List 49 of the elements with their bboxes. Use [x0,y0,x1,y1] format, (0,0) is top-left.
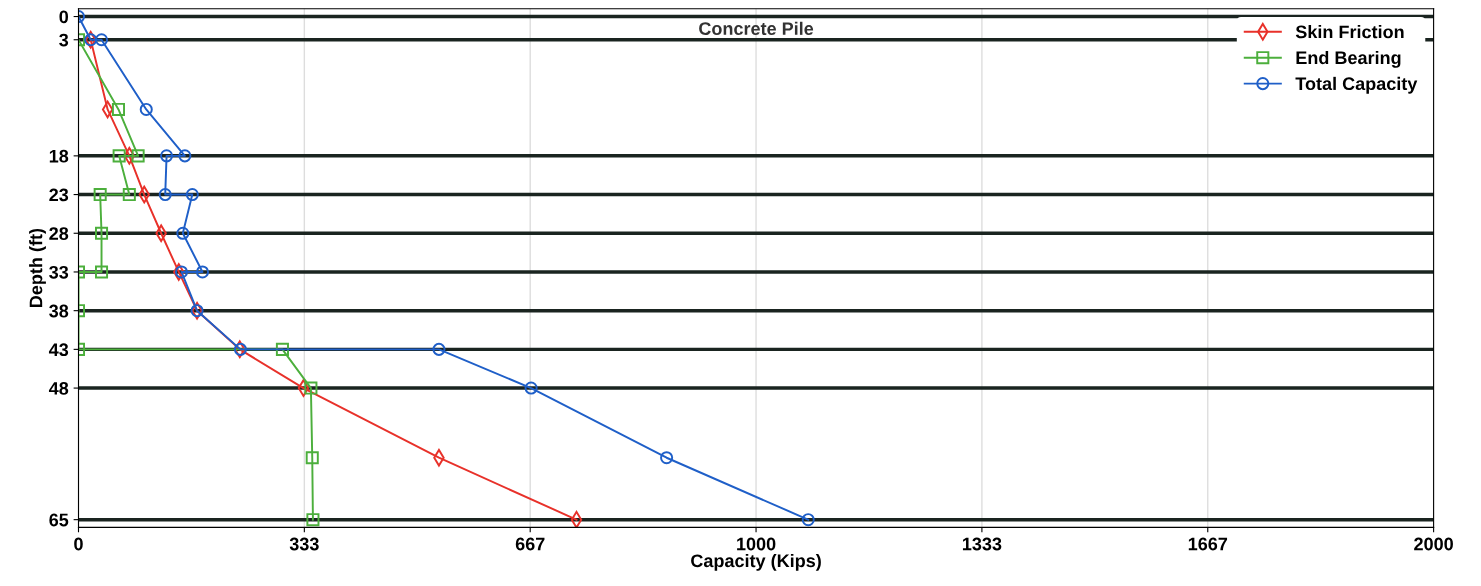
x-tick-label: 1333 [962,537,1002,551]
y-tick-label: 23 [49,188,69,202]
point [304,381,318,395]
y-tick-label: 65 [49,513,69,527]
text: Concrete Pile [699,21,814,36]
legend-label: End Bearing [1296,50,1401,68]
x-axis-title: Capacity (Kips) [691,553,821,571]
point [112,149,126,163]
point [305,451,319,465]
legend-label: Skin Friction [1295,25,1404,39]
point [95,265,109,279]
y-tick-label: 48 [48,382,69,395]
point [432,342,446,356]
point [176,226,190,240]
point [174,265,189,279]
y-tick-label: 28 [49,227,69,240]
point [158,188,172,202]
point [93,188,107,202]
point [111,102,125,116]
x-tick-label: 0 [74,537,83,551]
point [524,381,538,395]
y-tick-label: 33 [49,265,69,279]
point [801,513,815,527]
legend-label: Total Capacity [1295,76,1418,94]
point [660,451,674,465]
point [297,379,310,397]
point [95,33,109,47]
x-tick-label: 1000 [737,537,776,551]
x-tick-label: 1667 [1188,537,1228,551]
point [195,265,210,279]
point [131,149,145,163]
point [306,513,320,527]
point [122,188,136,202]
point [139,102,153,116]
y-tick-label: 18 [49,149,69,163]
point [570,510,583,528]
y-axis-title: Depth (ft) [29,228,46,307]
point [160,149,174,163]
y-tick-label: 3 [59,33,69,47]
x-tick-label: 667 [515,537,545,551]
x-tick-label: 2000 [1414,537,1453,551]
point [95,226,109,240]
point [178,149,192,163]
y-tick-label: 38 [49,304,69,318]
point [275,342,289,356]
y-tick-label: 43 [48,343,69,357]
x-tick-label: 333 [289,537,319,551]
point [185,188,199,202]
y-tick-label: 0 [59,10,69,24]
